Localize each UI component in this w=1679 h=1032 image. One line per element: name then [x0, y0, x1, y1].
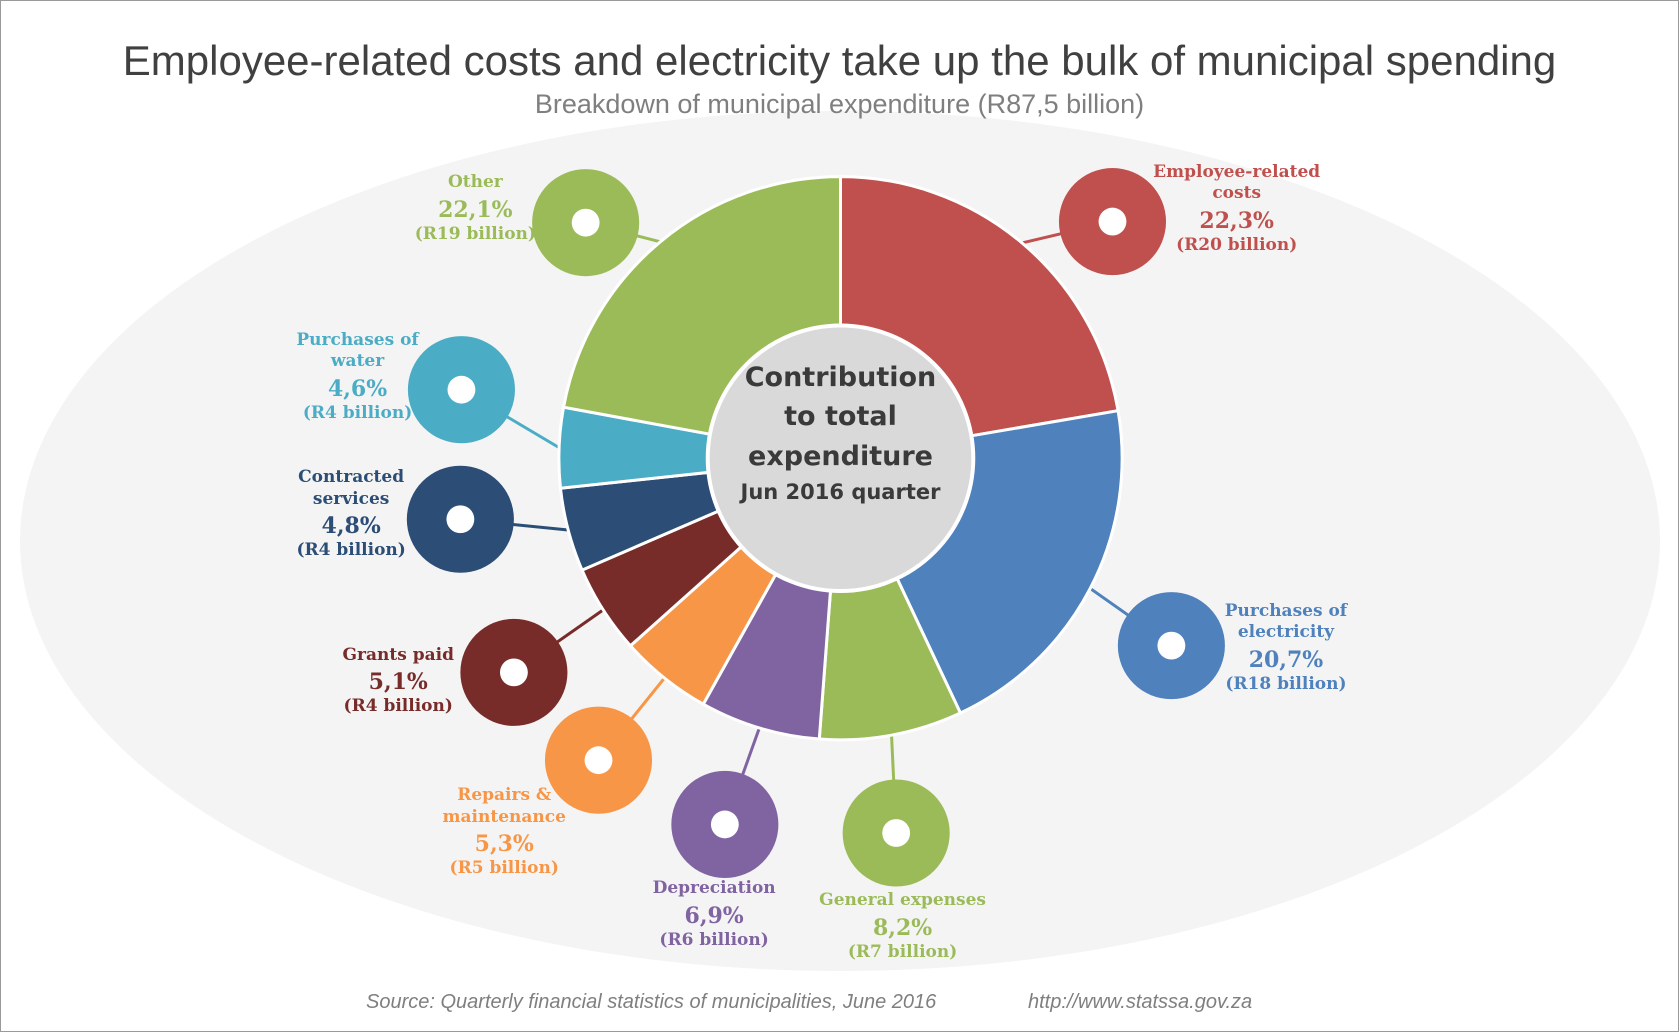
category-label: Purchases of electricity [1224, 600, 1348, 643]
center-text: Contribution to total expenditure Jun 201… [726, 358, 956, 503]
slice-label: Contracted services 4,8% (R4 billion) [282, 467, 421, 562]
amount-label: (R18 billion) [1225, 674, 1347, 695]
value-label: 8,2% [873, 914, 933, 941]
value-label: 4,8% [321, 513, 381, 540]
slice-label: Purchases of water 4,6% (R4 billion) [283, 330, 433, 425]
icon-glyph [446, 505, 475, 534]
value-label: 5,3% [474, 831, 534, 858]
icon-glyph [571, 208, 600, 237]
center-sublabel: Jun 2016 quarter [740, 479, 941, 504]
icon-glyph [584, 746, 613, 775]
amount-label: (R20 billion) [1176, 235, 1298, 256]
category-label: Grants paid [342, 644, 454, 665]
slice-label: Repairs & maintenance 5,3% (R5 billion) [435, 785, 574, 880]
slice-label: Depreciation 6,9% (R6 billion) [628, 878, 799, 952]
source: Source: Quarterly financial statistics o… [366, 991, 937, 1013]
amount-label: (R19 billion) [414, 224, 536, 245]
category-label: Contracted services [298, 466, 405, 509]
icon-glyph [710, 810, 739, 839]
value-label: 6,9% [684, 902, 744, 929]
slice-label: General expenses 8,2% (R7 billion) [796, 890, 1010, 964]
category-label: Depreciation [652, 877, 776, 898]
amount-label: (R4 billion) [343, 696, 453, 717]
icon-glyph [447, 375, 476, 404]
amount-label: (R5 billion) [449, 858, 559, 879]
category-label: Other [447, 172, 503, 193]
icon-glyph [1098, 207, 1127, 236]
category-label: Employee-related costs [1153, 161, 1321, 204]
amount-label: (R4 billion) [296, 540, 406, 561]
category-label: Repairs & maintenance [442, 784, 566, 827]
icons [406, 168, 1225, 887]
category-label: General expenses [819, 889, 987, 910]
slice-label: Employee-related costs 22,3% (R20 billion) [1140, 162, 1333, 257]
slice-label: Other 22,1% (R19 billion) [411, 172, 539, 246]
value-label: 5,1% [368, 669, 428, 696]
chart-title: Employee-related costs and electricity t… [122, 37, 1557, 84]
amount-label: (R7 billion) [847, 941, 958, 962]
slice-label: Grants paid 5,1% (R4 billion) [313, 645, 484, 719]
center-label: Contribution to total expenditure [744, 362, 937, 472]
chart-subtitle: Breakdown of municipal expenditure (R87,… [534, 89, 1145, 119]
icon-glyph [499, 658, 528, 687]
category-label: Purchases of water [296, 329, 419, 372]
value-label: 20,7% [1248, 647, 1324, 674]
amount-label: (R6 billion) [659, 929, 769, 950]
value-label: 22,3% [1199, 208, 1274, 235]
icon-glyph [882, 819, 911, 847]
icon-glyph [1157, 631, 1186, 660]
value-label: 22,1% [438, 197, 513, 224]
slice-label: Purchases of electricity 20,7% (R18 billio… [1211, 601, 1361, 696]
amount-label: (R4 billion) [302, 403, 413, 424]
value-label: 4,6% [327, 376, 388, 403]
url: http://www.statssa.gov.za [1028, 991, 1253, 1013]
center-circle [705, 323, 976, 594]
